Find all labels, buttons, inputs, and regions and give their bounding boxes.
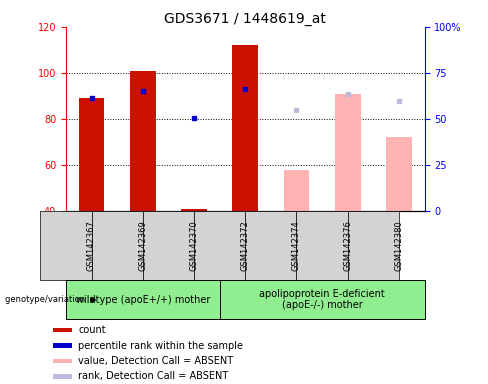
- Bar: [130, 71, 156, 211]
- Text: GSM142367: GSM142367: [87, 220, 96, 271]
- Bar: [284, 170, 309, 211]
- Text: GSM142380: GSM142380: [394, 220, 404, 271]
- Text: GSM142376: GSM142376: [343, 220, 352, 271]
- Bar: [232, 45, 258, 211]
- Text: GSM142370: GSM142370: [189, 220, 199, 271]
- Bar: [347, 211, 399, 280]
- Bar: [53, 343, 72, 348]
- Bar: [53, 359, 72, 363]
- Bar: [386, 137, 412, 211]
- Text: GSM142369: GSM142369: [138, 220, 147, 271]
- Bar: [181, 209, 207, 211]
- Bar: [79, 98, 104, 211]
- Text: rank, Detection Call = ABSENT: rank, Detection Call = ABSENT: [78, 371, 228, 381]
- Bar: [194, 211, 245, 280]
- Bar: [53, 374, 72, 379]
- Text: GSM142374: GSM142374: [292, 220, 301, 271]
- Text: wildtype (apoE+/+) mother: wildtype (apoE+/+) mother: [76, 295, 210, 305]
- Text: percentile rank within the sample: percentile rank within the sample: [78, 341, 244, 351]
- Text: genotype/variation  ▶: genotype/variation ▶: [5, 295, 97, 304]
- Bar: [220, 280, 425, 319]
- Text: value, Detection Call = ABSENT: value, Detection Call = ABSENT: [78, 356, 233, 366]
- Bar: [297, 211, 348, 280]
- Bar: [41, 211, 92, 280]
- Bar: [335, 94, 361, 211]
- Bar: [66, 280, 220, 319]
- Bar: [245, 211, 297, 280]
- Bar: [53, 328, 72, 333]
- Title: GDS3671 / 1448619_at: GDS3671 / 1448619_at: [164, 12, 326, 26]
- Text: apolipoprotein E-deficient
(apoE-/-) mother: apolipoprotein E-deficient (apoE-/-) mot…: [259, 289, 385, 310]
- Text: count: count: [78, 325, 106, 335]
- Bar: [143, 211, 194, 280]
- Bar: [92, 211, 143, 280]
- Text: GSM142372: GSM142372: [241, 220, 250, 271]
